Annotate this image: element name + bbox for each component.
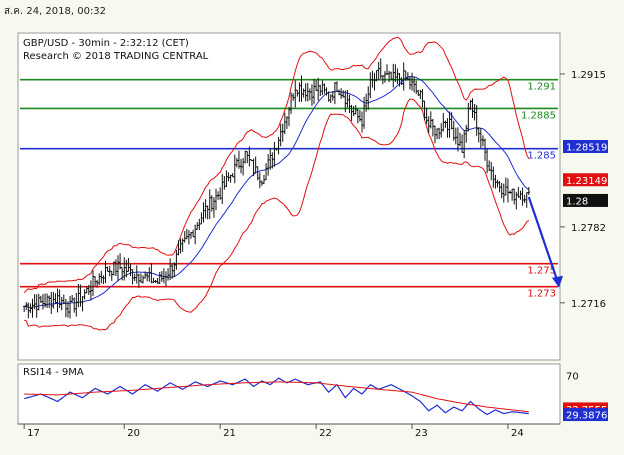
projection-line: [527, 196, 560, 284]
rsi-line: [24, 377, 529, 416]
rsi-ma-line: [24, 381, 529, 413]
band-lower: [24, 98, 530, 331]
price-badge: [563, 193, 608, 207]
y-tick-label: 1.2915: [571, 70, 606, 81]
rsi-badge-label: 29.3876: [566, 411, 607, 422]
projection-arrowhead: [552, 275, 563, 288]
x-tick-label: 21: [223, 428, 236, 439]
band-middle: [24, 76, 530, 309]
price-badge-label: 1.28: [566, 196, 588, 207]
rsi-label: RSI14 - 9MA: [23, 367, 84, 378]
level-label: 1.273: [527, 289, 556, 300]
x-tick-label: 22: [319, 428, 332, 439]
price-panel: [17, 32, 561, 361]
bollinger-bands: [23, 36, 530, 331]
x-axis-ticks: 17 20 21 22 23 24: [23, 424, 524, 439]
price-badge: [563, 173, 608, 187]
y-axis-ticks: 1.2915 1.2782 1.2716: [560, 70, 606, 310]
level-label: 1.291: [527, 82, 556, 93]
rsi-tick-label: 70: [566, 371, 579, 382]
rsi-series: 7032.755529.3876: [24, 371, 608, 422]
rsi-panel: [17, 363, 561, 425]
candles: [22, 58, 531, 319]
x-tick-label: 17: [27, 428, 40, 439]
chart-subtitle: Research © 2018 TRADING CENTRAL: [23, 51, 209, 62]
level-label: 1.275: [527, 266, 556, 277]
timestamp: ส.ค. 24, 2018, 00:32: [4, 6, 107, 17]
level-label: 1.2885: [521, 110, 556, 121]
price-badges: 1.28519 1.23149 1.28: [563, 140, 608, 207]
x-tick-label: 23: [415, 428, 428, 439]
price-badge-label: 1.28519: [566, 143, 607, 154]
price-badge-label: 1.23149: [566, 176, 607, 187]
x-tick-label: 24: [511, 428, 524, 439]
y-tick-label: 1.2782: [571, 223, 606, 234]
y-tick-label: 1.2716: [571, 299, 606, 310]
level-label: 1.285: [527, 151, 556, 162]
rsi-badge: [563, 408, 608, 422]
price-badge: [563, 140, 608, 154]
chart-title: GBP/USD - 30min - 2:32:12 (CET): [23, 38, 189, 49]
band-upper: [23, 36, 530, 293]
projection-arrow: [527, 196, 563, 288]
x-tick-label: 20: [127, 428, 140, 439]
